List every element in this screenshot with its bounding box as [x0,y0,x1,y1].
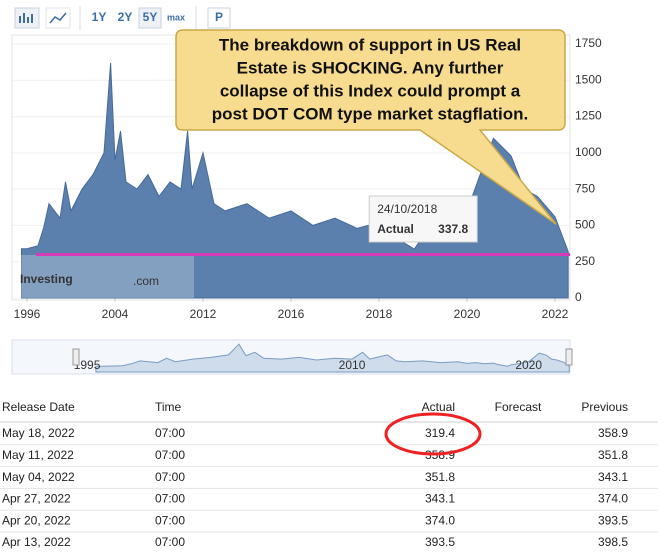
table-header: Time [155,400,182,414]
table-cell: 07:00 [155,470,185,484]
navigator-label: 2010 [339,358,366,372]
y-tick-label: 1500 [575,72,602,86]
tooltip [368,195,478,243]
table-cell: May 11, 2022 [2,448,74,462]
x-tick-label: 1996 [14,307,41,321]
table-cell: 374.0 [598,492,628,506]
table-cell: Apr 27, 2022 [2,492,71,506]
y-tick-label: 1750 [575,36,602,50]
callout-text: Estate is SHOCKING. Any further [237,58,504,77]
y-tick-label: 1000 [575,145,602,159]
x-tick-label: 2004 [102,307,129,321]
highlight-circle [384,412,482,456]
table-cell: 07:00 [155,448,185,462]
x-tick-label: 2022 [542,307,569,321]
line-icon [49,12,67,24]
navigator-area [95,343,570,373]
x-tick-label: 2012 [190,307,217,321]
table-header: Forecast [495,400,542,414]
tooltip-label: Actual [377,222,414,236]
navigator-handle[interactable] [72,348,80,366]
range-button[interactable]: 1Y [92,10,107,24]
navigator-label: 1995 [74,358,101,372]
bar-icon [19,13,33,23]
watermark: .com [133,274,159,288]
y-tick-label: 250 [575,254,595,268]
table-header: Previous [581,400,628,414]
table-cell: Apr 13, 2022 [2,535,71,549]
table-cell: May 04, 2022 [2,470,75,484]
table-cell: 398.5 [598,535,628,549]
table-cell: 07:00 [155,535,185,549]
table-cell: 374.0 [425,513,455,527]
table-header: Actual [422,400,455,414]
watermark: Investing [20,272,73,286]
x-tick-label: 2020 [454,307,481,321]
range-button[interactable]: P [215,10,223,24]
table-cell: 358.9 [598,426,628,440]
table-cell: 393.5 [425,535,455,549]
navigator-label: 2020 [515,358,542,372]
table-cell: 07:00 [155,426,185,440]
callout-box [175,29,566,225]
table-cell: 319.4 [425,426,455,440]
tooltip-value: 337.8 [438,222,468,236]
range-button[interactable]: 2Y [118,10,133,24]
table-cell: 07:00 [155,492,185,506]
navigator-handle[interactable] [565,348,573,366]
y-tick-label: 1250 [575,109,602,123]
table-cell: 343.1 [425,492,455,506]
range-button[interactable]: max [167,12,185,22]
x-tick-label: 2018 [366,307,393,321]
y-tick-label: 0 [575,290,582,304]
callout-text: post DOT COM type market stagflation. [212,104,528,123]
table-cell: May 18, 2022 [2,426,75,440]
selected-range [138,7,162,29]
callout-text: The breakdown of support in US Real [219,35,521,54]
x-tick-label: 2016 [278,307,305,321]
callout-text: collapse of this Index could prompt a [220,81,521,100]
table-header: Release Date [2,400,75,414]
table-cell: 393.5 [598,513,628,527]
table-cell: 343.1 [598,470,628,484]
y-tick-label: 750 [575,181,595,195]
watermark-box [12,255,194,298]
y-tick-label: 500 [575,218,595,232]
range-button[interactable]: 5Y [143,10,158,24]
table-cell: Apr 20, 2022 [2,513,71,527]
table-cell: 07:00 [155,513,185,527]
table-cell: 351.8 [598,448,628,462]
tooltip-date: 24/10/2018 [377,202,437,216]
table-cell: 351.8 [425,470,455,484]
p-button-frame [207,7,231,29]
